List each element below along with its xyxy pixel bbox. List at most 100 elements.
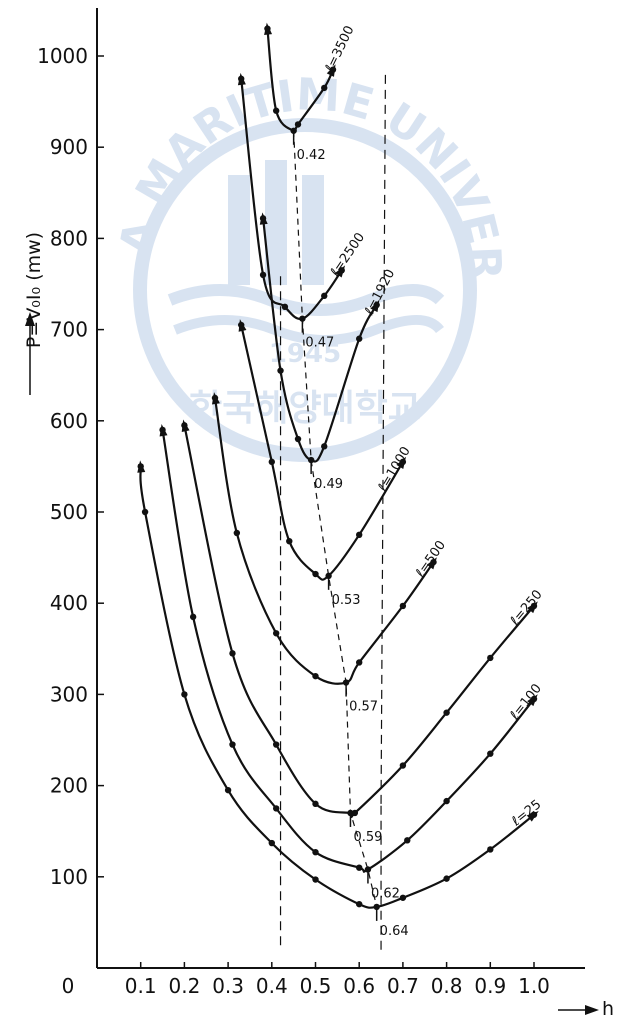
minimum-value-label: 0.64 (380, 924, 409, 939)
data-point (356, 900, 363, 908)
series-start-arrow (181, 419, 190, 433)
minimum-value-label: 0.49 (314, 477, 343, 492)
minimum-locus-line (293, 130, 378, 908)
data-point (281, 303, 289, 310)
y-axis-arrow-head (25, 312, 35, 326)
y-tick-label: 300 (50, 682, 88, 706)
data-point (399, 894, 407, 901)
series-start-arrow (212, 392, 220, 405)
series-end-arrow (426, 557, 437, 570)
y-tick-label: 500 (50, 500, 88, 524)
data-point (321, 443, 328, 450)
data-point (356, 864, 363, 871)
y-tick-label: 700 (50, 318, 88, 342)
series-label: ℓ=100 (507, 681, 545, 723)
series-label: ℓ=2500 (327, 230, 368, 280)
data-point (487, 654, 494, 662)
data-point (443, 797, 450, 805)
minimum-value-label: 0.57 (349, 700, 378, 715)
y-axis-title: P=V₀I₀ (mw) (23, 232, 45, 348)
series-line (183, 425, 535, 818)
x-tick-label: 0 (62, 974, 75, 998)
series-end-arrow (396, 456, 406, 470)
series-curve-group: ℓ=25 0.64 (137, 460, 545, 939)
data-point (224, 786, 232, 794)
series-label: ℓ=250 (507, 587, 546, 629)
data-point (351, 809, 359, 817)
series-start-arrow (159, 423, 168, 437)
series-start-arrow (264, 22, 273, 36)
data-point (268, 458, 275, 466)
data-point (277, 367, 284, 374)
data-point (272, 805, 280, 812)
x-tick-label: 0.6 (343, 974, 375, 998)
y-tick-label: 900 (50, 135, 88, 159)
data-point (321, 292, 328, 300)
data-point (356, 335, 363, 342)
series-end-arrow (527, 694, 538, 707)
data-point (286, 537, 293, 545)
watermark-wave-1 (167, 284, 445, 316)
series-start-arrow (137, 460, 146, 473)
data-point (356, 531, 363, 538)
minimum-value-label: 0.59 (353, 830, 382, 845)
y-tick-label: 600 (50, 409, 88, 433)
data-point (399, 602, 407, 610)
series-start-arrow (237, 72, 246, 86)
series-end-arrow (326, 64, 336, 77)
data-point (272, 741, 280, 748)
data-point (294, 435, 302, 443)
series-start-arrow (238, 319, 247, 332)
series-end-arrow (370, 299, 380, 313)
minimum-value-label: 0.47 (305, 336, 334, 351)
minimum-value-label: 0.42 (297, 148, 326, 163)
series-label: ℓ=3500 (322, 24, 357, 76)
x-tick-label: 0.2 (168, 974, 200, 998)
x-tick-label: 1.0 (518, 974, 550, 998)
series-curve-group: ℓ=250 0.59 (181, 419, 546, 845)
series-end-arrow (527, 601, 538, 614)
watermark-emblem-bar-right (302, 175, 324, 285)
data-point (312, 672, 319, 680)
series-line (139, 466, 535, 909)
watermark-emblem-bar-center (265, 160, 287, 285)
x-tick-label: 0.8 (431, 974, 463, 998)
axis-ticks: 0 0.1 0.2 0.3 0.4 0.5 0.6 0.7 0.8 0.9 1.0 100 200 300… (37, 44, 550, 998)
data-point (268, 839, 275, 847)
series-label: ℓ=25 (509, 797, 545, 830)
watermark-korean-text: 한국해양대학교 (189, 388, 421, 429)
data-point (259, 271, 267, 279)
data-point (356, 659, 363, 666)
data-point (487, 750, 494, 757)
data-point (443, 709, 450, 716)
x-tick-label: 0.4 (256, 974, 288, 998)
y-tick-label: 400 (50, 591, 88, 615)
data-point (399, 762, 407, 769)
data-point (443, 875, 450, 882)
data-point (181, 691, 188, 698)
data-point (141, 508, 149, 516)
data-point (321, 84, 328, 92)
series-end-arrow (335, 265, 346, 278)
y-tick-label: 200 (50, 774, 88, 798)
series-end-arrow (526, 811, 539, 822)
data-point (233, 529, 241, 537)
data-point (272, 630, 280, 637)
data-point (312, 800, 319, 808)
data-point (189, 613, 197, 621)
data-point (404, 837, 411, 844)
data-point (487, 846, 494, 853)
y-tick-label: 100 (50, 865, 88, 889)
series-label: ℓ=1000 (375, 444, 414, 495)
y-tick-label: 1000 (37, 44, 88, 68)
vertical-guide-right (380, 74, 387, 804)
data-point (312, 848, 319, 856)
data-point (229, 741, 236, 748)
x-tick-label: 0.1 (125, 974, 157, 998)
guide-lines (279, 74, 387, 950)
x-axis-title: h (602, 998, 614, 1018)
x-axis-arrow-head (585, 1005, 599, 1015)
x-tick-label: 0.3 (212, 974, 244, 998)
data-point (312, 570, 319, 578)
